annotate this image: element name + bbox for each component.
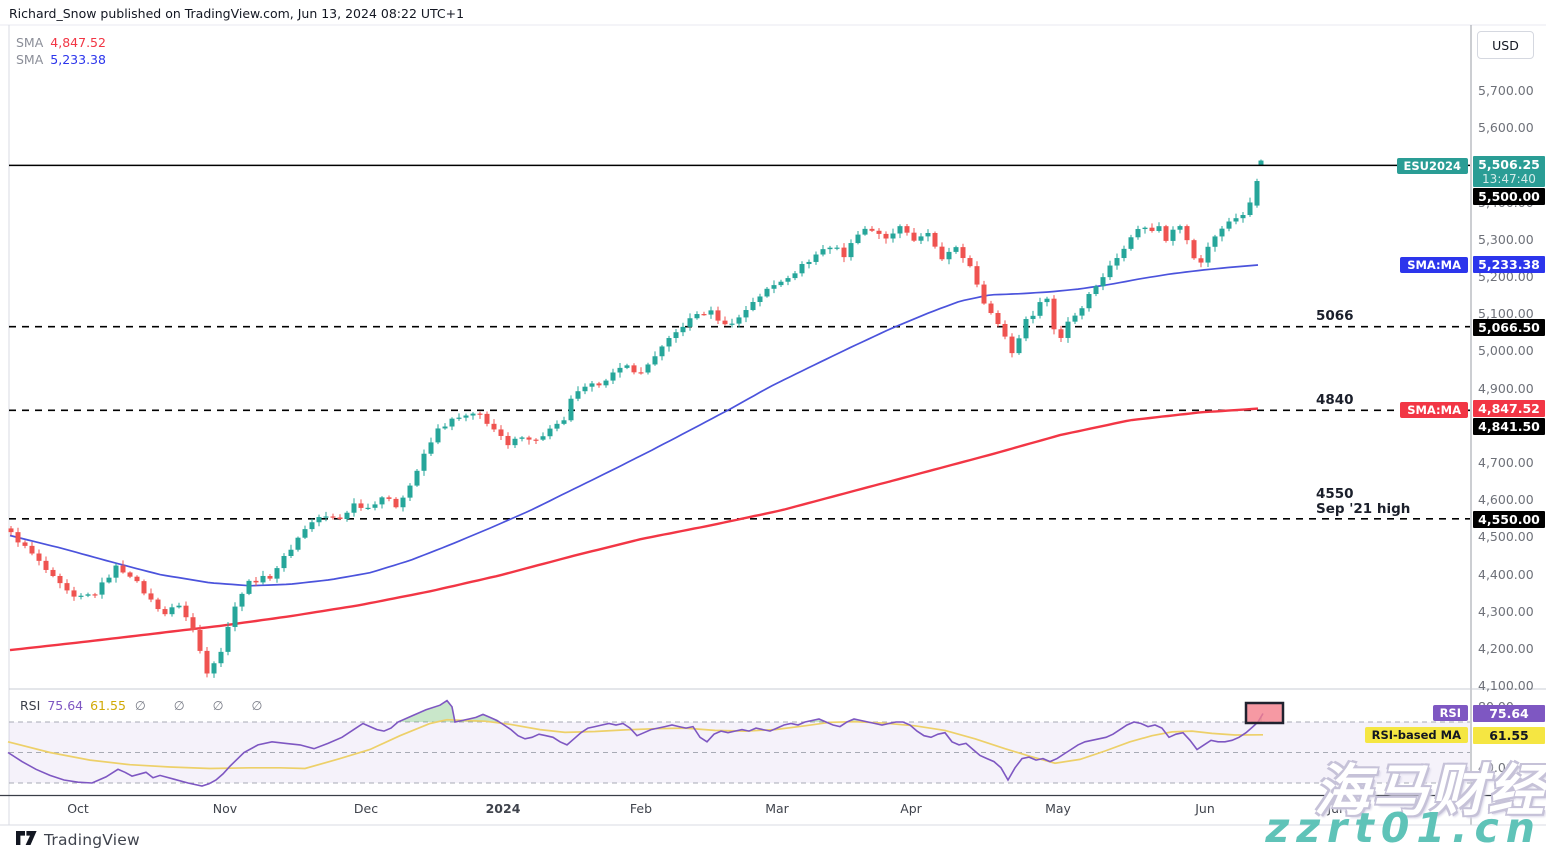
- tradingview-brand[interactable]: TradingView: [16, 830, 140, 850]
- price-tag: 4,841.50: [1473, 418, 1545, 435]
- rsi-line[interactable]: [7, 699, 1264, 787]
- sma-fast-legend-row[interactable]: SMA 5,233.38: [16, 51, 106, 68]
- level-label-4840: 4840: [1316, 392, 1354, 408]
- sma-50-line[interactable]: [9, 264, 1259, 587]
- price-tick: 4,900.00: [1478, 380, 1534, 396]
- series-badge-sma-ma: SMA:MA: [1400, 402, 1468, 418]
- price-tick: 4,200.00: [1478, 641, 1534, 656]
- series-badge-sma-ma: SMA:MA: [1400, 257, 1468, 273]
- series-badge-rsi-based-ma: RSI-based MA: [1364, 727, 1468, 743]
- price-tick: 5,600.00: [1478, 120, 1534, 136]
- series-badge-esu2024: ESU2024: [1396, 158, 1468, 174]
- watermark-url: zzrt01.cn: [1265, 804, 1542, 852]
- indicator-legend[interactable]: SMA 4,847.52 SMA 5,233.38: [16, 34, 106, 68]
- time-label-mar: Mar: [765, 801, 789, 816]
- price-tag: 5,506.25 13:47:40: [1473, 156, 1545, 187]
- time-label-jun: Jun: [1195, 801, 1215, 816]
- rsi-overbought-fill: [398, 701, 1262, 722]
- price-tag: 5,500.00: [1473, 188, 1545, 205]
- price-tag: 61.55: [1473, 727, 1545, 744]
- sma-fast-label: SMA: [16, 52, 44, 67]
- price-tick: 5,100.00: [1478, 306, 1534, 322]
- price-tag: 4,550.00: [1473, 511, 1545, 528]
- price-tag: 4,847.52: [1473, 400, 1545, 417]
- sma-fast-value: 5,233.38: [50, 52, 106, 67]
- time-label-dec: Dec: [353, 801, 379, 816]
- time-label-nov: Nov: [212, 801, 238, 816]
- price-tick: 4,300.00: [1478, 603, 1534, 619]
- price-tick: 4,100.00: [1478, 678, 1534, 694]
- rsi-title: RSI: [20, 698, 41, 713]
- price-tick: 4,500.00: [1478, 529, 1534, 545]
- price-tick: 5,000.00: [1478, 343, 1534, 359]
- price-tag: 5,066.50: [1473, 319, 1545, 336]
- price-tag: 75.64: [1473, 705, 1545, 722]
- brand-text: TradingView: [44, 831, 140, 849]
- rsi-ma-value: 61.55: [90, 698, 126, 713]
- sma-slow-value: 4,847.52: [50, 35, 106, 50]
- time-label-feb: Feb: [629, 801, 653, 816]
- tradingview-logo-icon: [16, 830, 37, 850]
- level-label-4550: 4550 Sep '21 high: [1316, 486, 1411, 517]
- watermark-cn: 海马财经: [1314, 759, 1546, 824]
- time-label-2024: 2024: [485, 801, 521, 816]
- price-axis[interactable]: 5,700.005,600.005,500.005,400.005,300.00…: [1471, 25, 1546, 825]
- rsi-empty-params: ∅ ∅ ∅ ∅: [134, 698, 275, 713]
- level-label-5066: 5066: [1316, 308, 1354, 324]
- support-level-lines[interactable]: [9, 325, 1470, 520]
- time-label-apr: Apr: [900, 801, 922, 816]
- candlestick-series: [8, 159, 1264, 678]
- rsi-value: 75.64: [47, 698, 84, 713]
- byline: Richard_Snow published on TradingView.co…: [9, 6, 465, 21]
- time-label-oct: Oct: [67, 801, 89, 816]
- rsi-band: [9, 721, 1470, 784]
- time-label-may: May: [1045, 801, 1071, 816]
- price-tick: 5,700.00: [1478, 83, 1534, 98]
- price-tick: 4,400.00: [1478, 566, 1534, 582]
- rsi-tick: 40.00: [1478, 759, 1514, 775]
- price-tick: 4,700.00: [1478, 455, 1534, 470]
- sma-slow-legend-row[interactable]: SMA 4,847.52: [16, 34, 106, 51]
- currency-toggle-button[interactable]: USD: [1477, 31, 1534, 59]
- price-tick: 4,600.00: [1478, 492, 1534, 508]
- price-tag: 5,233.38: [1473, 256, 1545, 273]
- price-tick: 5,300.00: [1478, 231, 1534, 247]
- time-label-jul: Jul: [1327, 801, 1343, 816]
- rsi-breakout-box[interactable]: [1244, 701, 1285, 725]
- sma-slow-label: SMA: [16, 35, 44, 50]
- rsi-legend[interactable]: RSI 75.64 61.55 ∅ ∅ ∅ ∅: [20, 698, 274, 713]
- sma-200-line[interactable]: [9, 407, 1259, 652]
- series-badge-rsi: RSI: [1432, 705, 1468, 721]
